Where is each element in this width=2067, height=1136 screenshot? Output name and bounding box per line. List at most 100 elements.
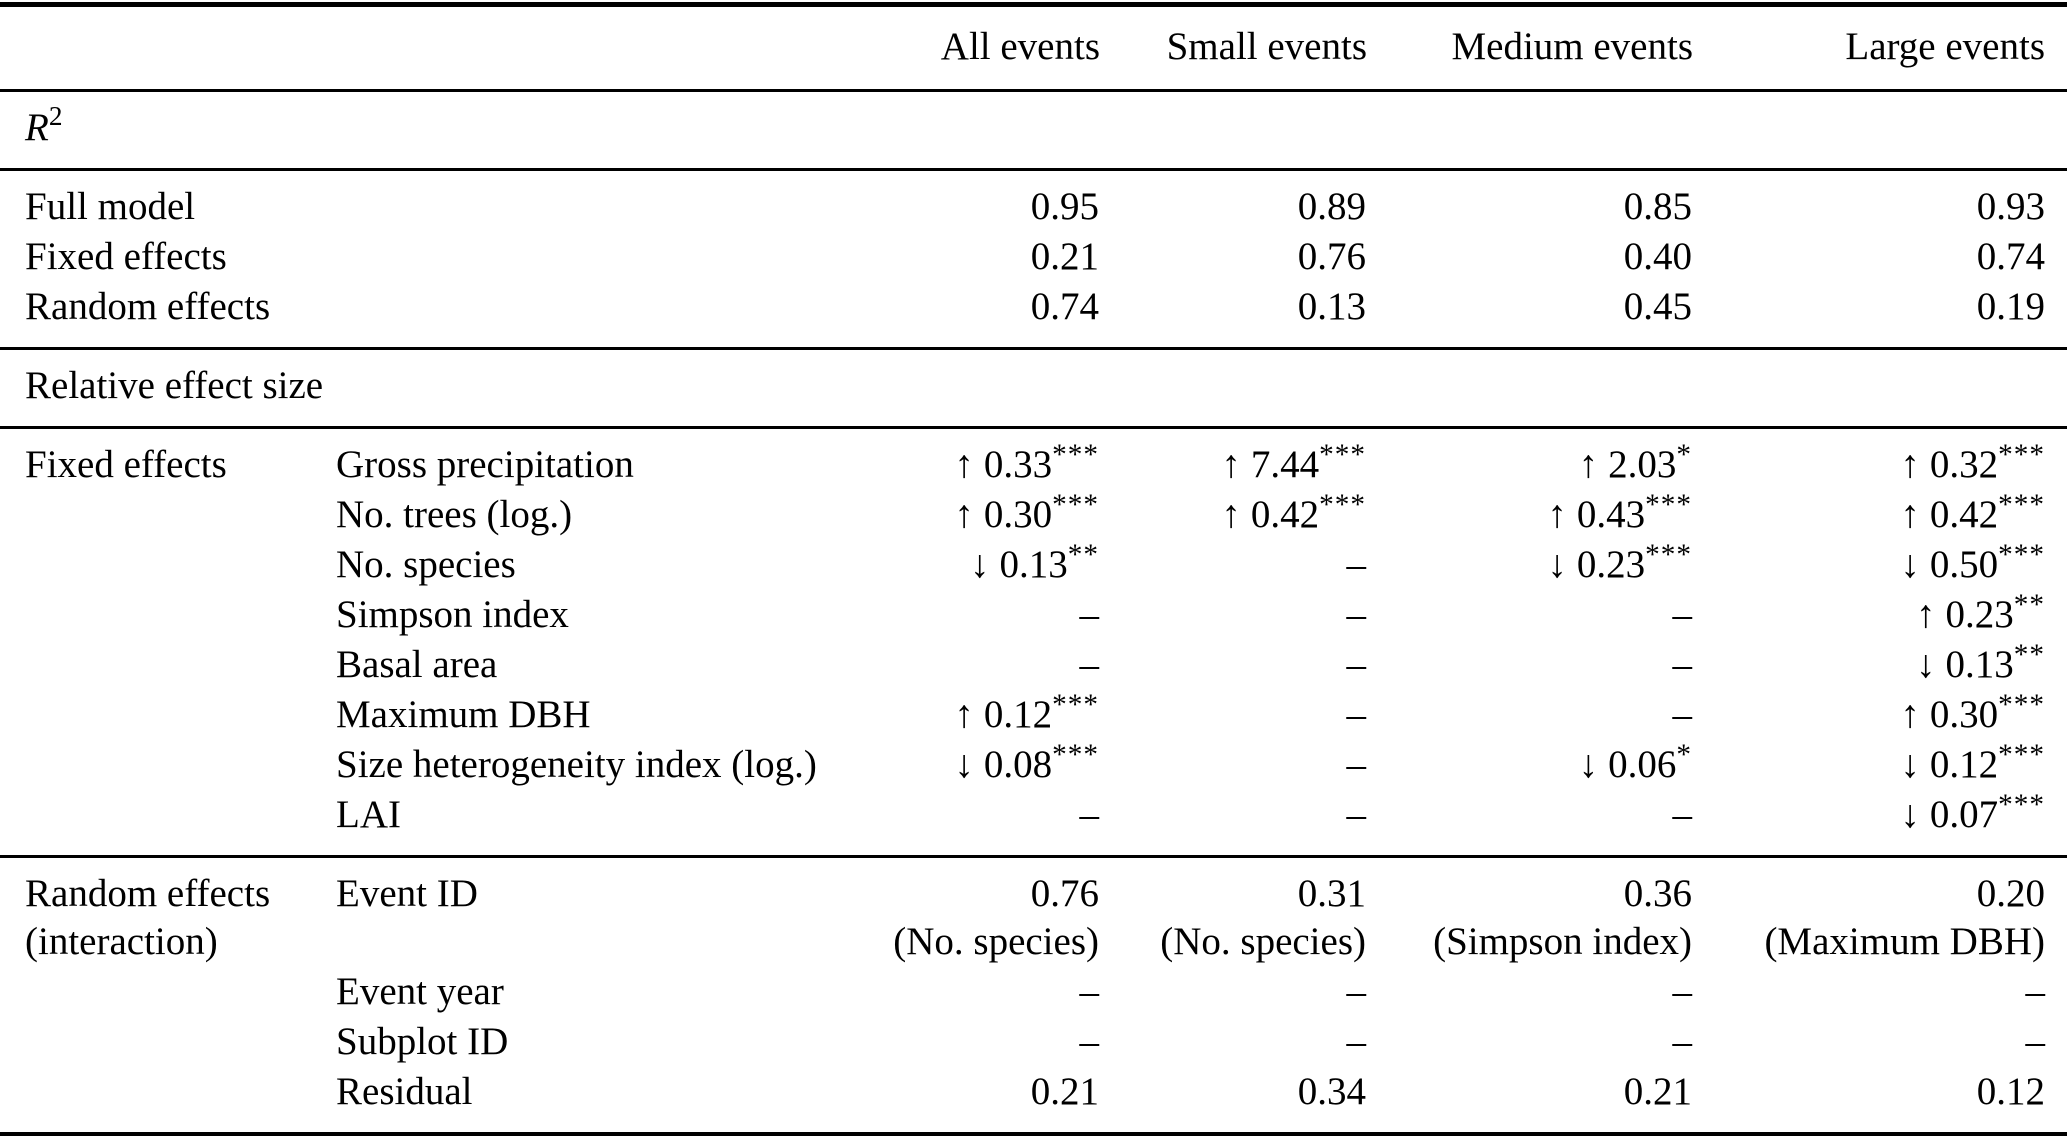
metric-value: 0.12 [983,693,1053,736]
metric-value: 0.07 [1929,793,1999,836]
value-cell: 0.21 [835,232,1100,282]
metric-value: 0.93 [1976,185,2045,228]
metric-value: 0.21 [1030,1070,1099,1113]
significance-stars: ** [2013,588,2045,621]
significance-stars: *** [1645,488,1692,521]
significance-stars: *** [1998,438,2045,471]
value-cell: ↓ 0.50*** [1693,540,2067,590]
significance-stars: *** [1998,688,2045,721]
metric-value: 0.13 [999,543,1068,586]
value-cell: – [1100,590,1367,640]
metric-value: – [1672,1020,1693,1063]
table-row: Maximum DBH ↑ 0.12*** – – ↑ 0.30*** [0,690,2067,740]
metric-value: 0.19 [1976,285,2045,328]
metric-value: – [1672,793,1693,836]
metric-value: 0.50 [1929,543,1999,586]
value-cell: ↑ 0.42*** [1693,490,2067,540]
value-cell: – [1367,967,1693,1017]
metric-value: 0.95 [1030,185,1099,228]
table-row: Full model 0.95 0.89 0.85 0.93 [0,170,2067,233]
value-cell: 0.13 [1100,282,1367,349]
value-cell: ↑ 0.42*** [1100,490,1367,540]
value-cell: ↑ 0.30*** [1693,690,2067,740]
section-r-squared: R2 [0,91,2067,170]
value-cell: – [1100,690,1367,740]
value-cell: 0.89 [1100,170,1367,233]
significance-stars: ** [2013,638,2045,671]
row-spacer-cell [311,282,835,349]
value-cell: – [1100,640,1367,690]
column-header-medium-events: Medium events [1451,25,1693,68]
metric-value: 0.76 [1297,235,1366,278]
row-label: Gross precipitation [336,443,634,486]
metric-value: 0.31 [1297,872,1366,915]
table-row: LAI – – – ↓ 0.07*** [0,790,2067,857]
metric-value: – [2025,1020,2046,1063]
metric-value: 0.34 [1297,1070,1366,1113]
metric-value: 0.20 [1976,872,2045,915]
column-header-all-events: All events [940,25,1100,68]
row-label: Basal area [336,643,498,686]
down-arrow-icon: ↓ [1900,543,1920,586]
significance-stars: *** [1998,788,2045,821]
table-row: Fixed effects Gross precipitation ↑ 0.33***… [0,428,2067,491]
up-arrow-icon: ↑ [954,693,974,736]
section-heading-relative-effect-size: Relative effect size [0,349,2067,428]
table-header: All events Small events Medium events La… [0,4,2067,91]
down-arrow-icon: ↓ [1900,743,1920,786]
value-cell: ↓ 0.13** [835,540,1100,590]
row-spacer-cell [311,232,835,282]
value-cell: ↑ 0.30*** [835,490,1100,540]
value-cell: 0.36 (Simpson index) [1367,857,1693,968]
value-cell: 0.20 (Maximum DBH) [1693,857,2067,968]
value-cell: 0.21 [835,1067,1100,1134]
table-row: No. species ↓ 0.13** – ↓ 0.23*** ↓ 0.50*** [0,540,2067,590]
value-cell: 0.74 [835,282,1100,349]
value-cell: 0.93 [1693,170,2067,233]
value-cell: 0.40 [1367,232,1693,282]
value-cell: 0.85 [1367,170,1693,233]
metric-value: – [1672,593,1693,636]
row-label: Subplot ID [336,1020,509,1063]
section-heading-row: R2 [0,91,2067,170]
up-arrow-icon: ↑ [1916,593,1936,636]
value-cell: – [835,967,1100,1017]
up-arrow-icon: ↑ [1900,443,1920,486]
value-cell: 0.21 [1367,1067,1693,1134]
section-r-squared-values: Full model 0.95 0.89 0.85 0.93 Fixed effects 0… [0,170,2067,349]
down-arrow-icon: ↓ [1578,743,1599,786]
value-cell: – [835,640,1100,690]
metric-value: 0.85 [1623,185,1692,228]
value-cell: ↓ 0.06* [1367,740,1693,790]
value-cell: – [835,1017,1100,1067]
value-cell: – [1100,790,1367,857]
row-label: Event ID [336,872,478,915]
value-cell: – [1367,590,1693,640]
metric-value: 0.06 [1608,743,1677,786]
value-cell: 0.76 (No. species) [835,857,1100,968]
group-label-cell: Fixed effects [0,428,311,857]
metric-value: – [1346,793,1367,836]
metric-value: 0.21 [1623,1070,1692,1113]
metric-value: 0.12 [1929,743,1999,786]
metric-value: – [1346,970,1367,1013]
down-arrow-icon: ↓ [954,743,974,786]
metric-value: 0.23 [1576,543,1646,586]
r-exponent: 2 [48,101,63,131]
value-cell: – [835,790,1100,857]
value-cell: – [1367,1017,1693,1067]
metric-value: 0.23 [1945,593,2014,636]
value-cell: ↓ 0.08*** [835,740,1100,790]
metric-value: 0.89 [1297,185,1366,228]
interaction-note: (No. species) [893,920,1099,963]
metric-value: – [1079,643,1100,686]
row-label: No. trees (log.) [336,493,573,536]
metric-value: 0.13 [1297,285,1366,328]
table-row: Residual 0.21 0.34 0.21 0.12 [0,1067,2067,1134]
row-spacer-cell [311,170,835,233]
value-cell: ↓ 0.07*** [1693,790,2067,857]
value-cell: ↓ 0.12*** [1693,740,2067,790]
value-cell: 0.74 [1693,232,2067,282]
metric-value: – [1079,793,1100,836]
significance-stars: *** [1319,438,1366,471]
